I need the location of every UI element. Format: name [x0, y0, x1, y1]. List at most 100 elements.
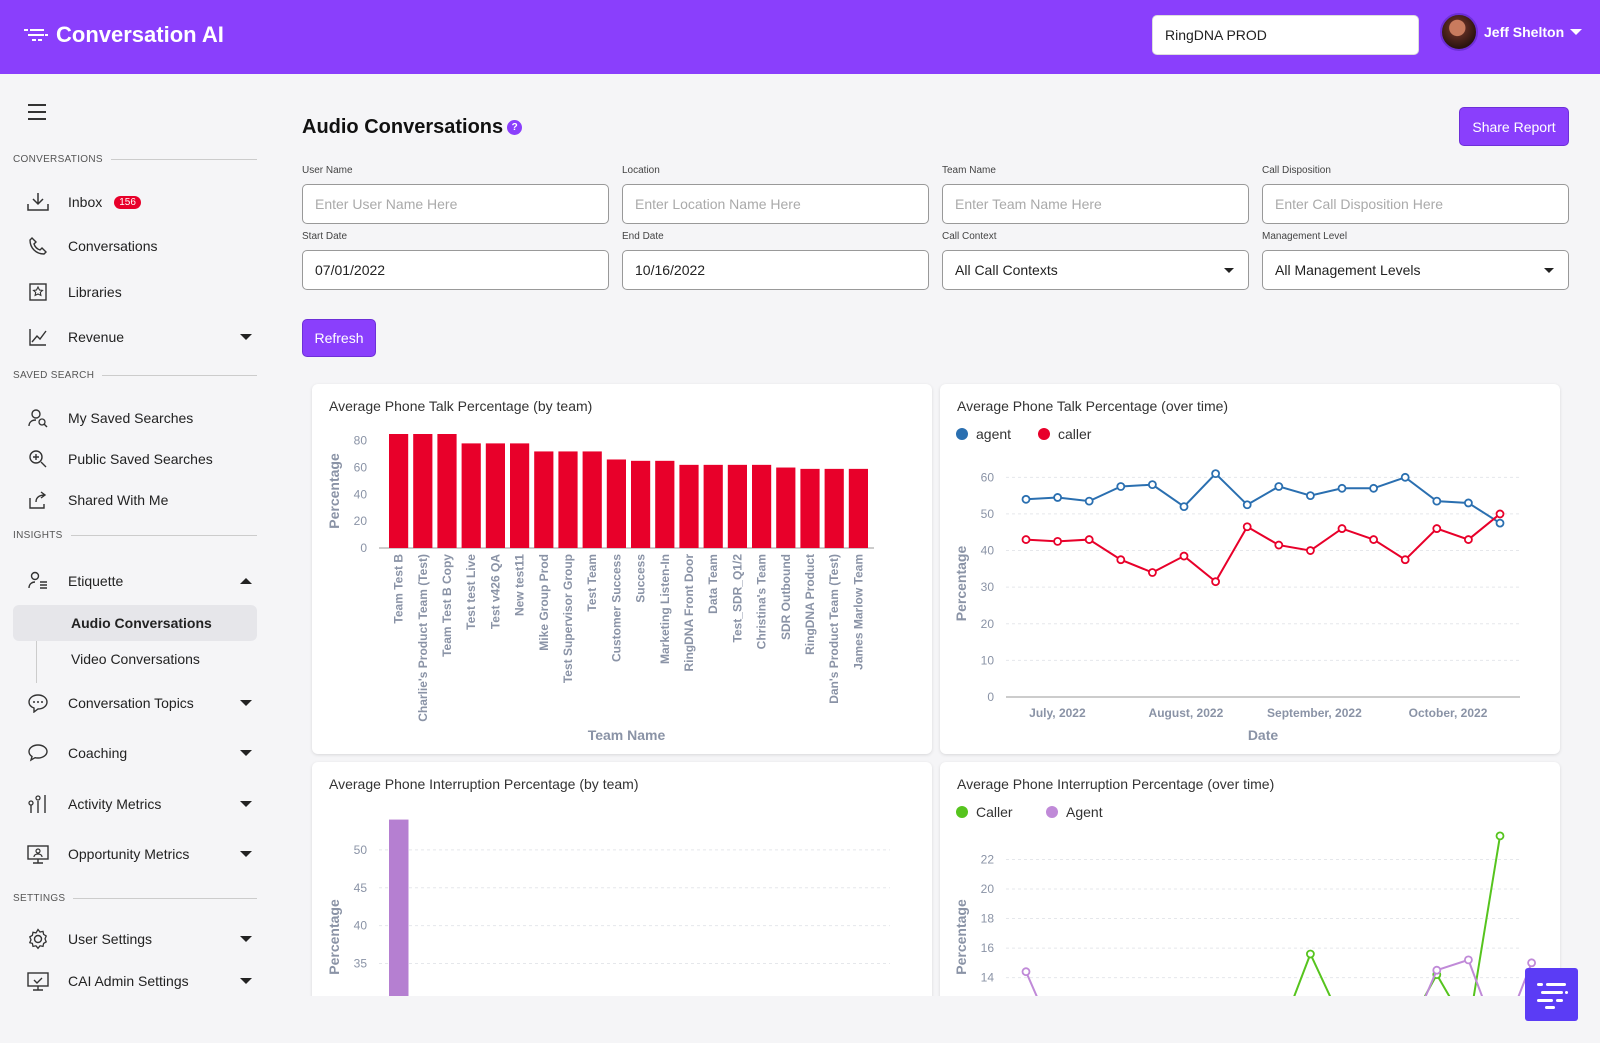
chevron-up-icon	[240, 578, 252, 584]
y-axis-label: Percentage	[953, 899, 969, 975]
chevron-down-icon	[240, 851, 252, 857]
chevron-down-icon	[240, 978, 252, 984]
data-point	[1179, 551, 1189, 561]
x-tick-label: Customer Success	[609, 554, 623, 662]
chevron-down-icon	[240, 334, 252, 340]
data-point	[1242, 500, 1252, 510]
legend-marker	[1038, 428, 1050, 440]
y-tick-label: 0	[360, 541, 367, 555]
help-icon[interactable]: ?	[507, 120, 523, 135]
data-point	[1021, 967, 1031, 977]
sidebar-item-shared-with-me[interactable]: Shared With Me	[26, 484, 258, 516]
app-title: Conversation AI	[56, 22, 224, 47]
x-tick-label: October, 2022	[1409, 706, 1488, 720]
share-report-button[interactable]: Share Report	[1459, 107, 1569, 146]
chart-title: Average Phone Interruption Percentage (b…	[329, 776, 639, 792]
call-context-select[interactable]: All Call Contexts	[942, 250, 1249, 290]
talk-by-team-chart: 0 20 40 60 80 Team Test B Charlie's Product Te…	[326, 434, 874, 743]
org-select[interactable]: RingDNA PROD	[1152, 15, 1419, 55]
chevron-down-icon	[240, 936, 252, 942]
user-menu[interactable]: Jeff Shelton	[1440, 13, 1583, 51]
series-line	[1025, 513, 1501, 584]
y-tick-label: 60	[354, 461, 368, 475]
search-plus-icon	[26, 447, 50, 471]
x-tick-label: July, 2022	[1029, 706, 1086, 720]
bar	[752, 464, 772, 548]
sidebar-item-conversation-topics[interactable]: Conversation Topics	[26, 687, 258, 719]
x-axis-label: Team Name	[588, 727, 666, 743]
chart-title: Average Phone Talk Percentage (by team)	[329, 398, 593, 414]
legend-marker	[956, 428, 968, 440]
sidebar-item-libraries[interactable]: Libraries	[26, 276, 258, 308]
data-point	[1305, 491, 1315, 501]
sidebar-item-conversations[interactable]: Conversations	[26, 230, 258, 262]
series-line	[1025, 472, 1501, 524]
bar	[558, 451, 578, 548]
end-date-label: End Date	[622, 231, 664, 242]
sidebar-item-label: User Settings	[68, 931, 153, 947]
bar	[510, 443, 530, 548]
sliders-icon	[26, 792, 50, 816]
chat-bubble-icon	[26, 691, 50, 715]
team-name-label: Team Name	[942, 165, 996, 176]
sidebar-item-video-conversations[interactable]: Video Conversations	[71, 651, 200, 667]
data-point	[1432, 965, 1442, 975]
logo-icon	[24, 29, 48, 41]
y-tick-label: 10	[981, 653, 995, 667]
brand-logo[interactable]: Conversation AI	[24, 22, 224, 48]
call-disposition-input[interactable]: Enter Call Disposition Here	[1262, 184, 1569, 224]
data-point	[1495, 509, 1505, 519]
end-date-input[interactable]: 10/16/2022	[622, 250, 929, 290]
team-name-input[interactable]: Enter Team Name Here	[942, 184, 1249, 224]
chart-card-interruption-by-team: Average Phone Interruption Percentage (b…	[312, 762, 932, 996]
location-input[interactable]: Enter Location Name Here	[622, 184, 929, 224]
data-point	[1369, 483, 1379, 493]
data-point	[1495, 518, 1505, 528]
sidebar-item-revenue[interactable]: Revenue	[26, 321, 258, 353]
sidebar-item-activity-metrics[interactable]: Activity Metrics	[26, 788, 258, 820]
refresh-button[interactable]: Refresh	[302, 319, 376, 357]
bar	[848, 468, 868, 548]
y-tick-label: 22	[981, 853, 995, 867]
sidebar-item-coaching[interactable]: Coaching	[26, 737, 258, 769]
sidebar-item-label: Shared With Me	[68, 492, 169, 508]
sidebar-item-my-saved-searches[interactable]: My Saved Searches	[26, 402, 258, 434]
data-point	[1305, 546, 1315, 555]
call-context-value: All Call Contexts	[955, 262, 1058, 278]
section-conversations: CONVERSATIONS	[13, 154, 257, 165]
user-name: Jeff Shelton	[1484, 24, 1565, 40]
menu-icon[interactable]	[28, 104, 46, 125]
sidebar-item-etiquette[interactable]: Etiquette	[26, 565, 258, 597]
sidebar-item-cai-admin-settings[interactable]: CAI Admin Settings	[26, 965, 258, 997]
sidebar-item-user-settings[interactable]: User Settings	[26, 923, 258, 955]
bar	[800, 468, 820, 548]
section-insights: INSIGHTS	[13, 530, 257, 541]
x-tick-label: Team Test B Copy	[440, 554, 454, 657]
chart-title: Average Phone Interruption Percentage (o…	[957, 776, 1275, 792]
data-point	[1053, 493, 1062, 502]
chevron-down-icon	[240, 801, 252, 807]
chevron-down-icon	[1224, 267, 1234, 273]
bar	[631, 460, 651, 548]
data-point	[1337, 524, 1347, 533]
sidebar-item-audio-conversations[interactable]: Audio Conversations	[13, 605, 257, 641]
user-name-label: User Name	[302, 165, 353, 176]
management-level-select[interactable]: All Management Levels	[1262, 250, 1569, 290]
chevron-down-icon	[1570, 29, 1583, 35]
section-settings: SETTINGS	[13, 893, 257, 904]
sidebar-item-opportunity-metrics[interactable]: Opportunity Metrics	[26, 838, 258, 870]
sidebar-item-public-saved-searches[interactable]: Public Saved Searches	[26, 443, 258, 475]
subnav-line	[36, 611, 37, 683]
y-axis-label: Percentage	[326, 453, 342, 529]
x-tick-label: New test11	[513, 554, 527, 616]
data-point	[1021, 494, 1031, 504]
assistant-launcher-button[interactable]	[1525, 968, 1578, 1021]
y-tick-label: 0	[987, 690, 994, 704]
user-search-icon	[26, 406, 50, 430]
user-name-input[interactable]: Enter User Name Here	[302, 184, 609, 224]
x-tick-label: RingDNA Product	[803, 554, 817, 655]
start-date-input[interactable]: 07/01/2022	[302, 250, 609, 290]
page-title: Audio Conversations ?	[302, 116, 523, 139]
sidebar-item-inbox[interactable]: Inbox 156	[26, 186, 258, 218]
x-tick-label: September, 2022	[1267, 706, 1362, 720]
